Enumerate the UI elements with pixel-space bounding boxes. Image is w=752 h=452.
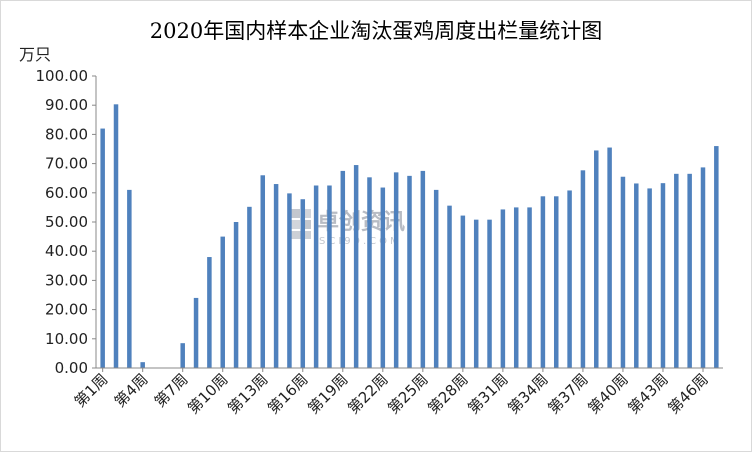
x-tick-label: 第43周 (624, 370, 671, 417)
bar-第45周 (687, 173, 692, 368)
bar-第17周 (313, 185, 319, 368)
bar-第22周 (380, 187, 386, 368)
bar-第43周 (660, 183, 666, 368)
y-tick-label: 100.00 (36, 67, 89, 85)
x-tick-label: 第13周 (224, 370, 271, 417)
y-tick-label: 0.00 (55, 359, 88, 377)
bar-第1周 (100, 128, 105, 368)
x-tick-label: 第25周 (384, 370, 431, 417)
y-tick-label: 10.00 (45, 330, 88, 348)
x-tick-label: 第10周 (184, 370, 231, 417)
x-tick-label: 第34周 (504, 370, 551, 417)
y-tick-label: 50.00 (45, 213, 88, 231)
bar-第31周 (500, 209, 506, 368)
bar-第11周 (233, 222, 239, 368)
bar-第10周 (220, 236, 225, 368)
bar-第38周 (594, 150, 599, 368)
x-tick-label: 第22周 (344, 370, 391, 417)
bar-第3周 (127, 189, 132, 368)
bar-第27周 (447, 205, 452, 368)
bar-第7周 (180, 343, 185, 368)
y-tick-label: 90.00 (45, 96, 88, 114)
x-tick-label: 第19周 (304, 370, 351, 417)
bar-第28周 (460, 215, 466, 368)
bar-第37周 (580, 170, 586, 368)
y-tick-label: 60.00 (45, 184, 88, 202)
bar-第2周 (113, 104, 119, 368)
x-tick-label: 第31周 (464, 370, 511, 417)
bar-第18周 (327, 185, 332, 368)
bar-第47周 (714, 146, 719, 368)
x-tick-label: 第37周 (544, 370, 591, 417)
bar-第41周 (634, 183, 639, 368)
bar-第44周 (674, 173, 679, 368)
bar-第42周 (647, 188, 652, 368)
bar-第26周 (433, 189, 439, 368)
y-tick-label: 40.00 (45, 242, 88, 260)
bar-第20周 (353, 165, 359, 368)
bar-第8周 (193, 297, 199, 368)
bar-第46周 (700, 167, 706, 368)
bar-第33周 (527, 207, 532, 368)
bar-第15周 (287, 193, 292, 368)
bar-第23周 (393, 172, 399, 368)
bar-第12周 (247, 206, 252, 368)
bar-第40周 (620, 176, 626, 368)
y-tick-label: 70.00 (45, 155, 88, 173)
x-tick-label: 第16周 (264, 370, 311, 417)
bar-第13周 (260, 175, 266, 368)
y-tick-label: 20.00 (45, 301, 88, 319)
bar-第35周 (553, 196, 559, 368)
bar-第9周 (207, 257, 212, 368)
bar-第30周 (487, 219, 492, 368)
bar-第39周 (607, 147, 612, 368)
x-tick-label: 第28周 (424, 370, 471, 417)
watermark-site: SCI99.COM (319, 236, 402, 247)
bar-第34周 (540, 196, 546, 368)
watermark: 卓创资讯 SCI99.COM (291, 209, 405, 247)
chart-title: 2020年国内样本企业淘汰蛋鸡周度出栏量统计图 (149, 19, 603, 43)
y-tick-label: 80.00 (45, 125, 88, 143)
bar-第25周 (420, 170, 426, 368)
bar-第32周 (513, 207, 519, 368)
bar-第4周 (140, 362, 145, 368)
bar-第21周 (367, 177, 372, 368)
bar-第29周 (473, 219, 479, 368)
bar-第16周 (300, 199, 306, 368)
x-tick-label: 第4周 (111, 370, 152, 411)
bar-第36周 (567, 190, 572, 368)
bar-第19周 (340, 170, 346, 368)
y-axis-unit-label: 万只 (19, 45, 52, 64)
y-tick-label: 30.00 (45, 271, 88, 289)
x-tick-label: 第46周 (664, 370, 711, 417)
bar-第14周 (273, 184, 279, 368)
x-tick-label: 第40周 (584, 370, 631, 417)
bar-第24周 (407, 175, 412, 368)
